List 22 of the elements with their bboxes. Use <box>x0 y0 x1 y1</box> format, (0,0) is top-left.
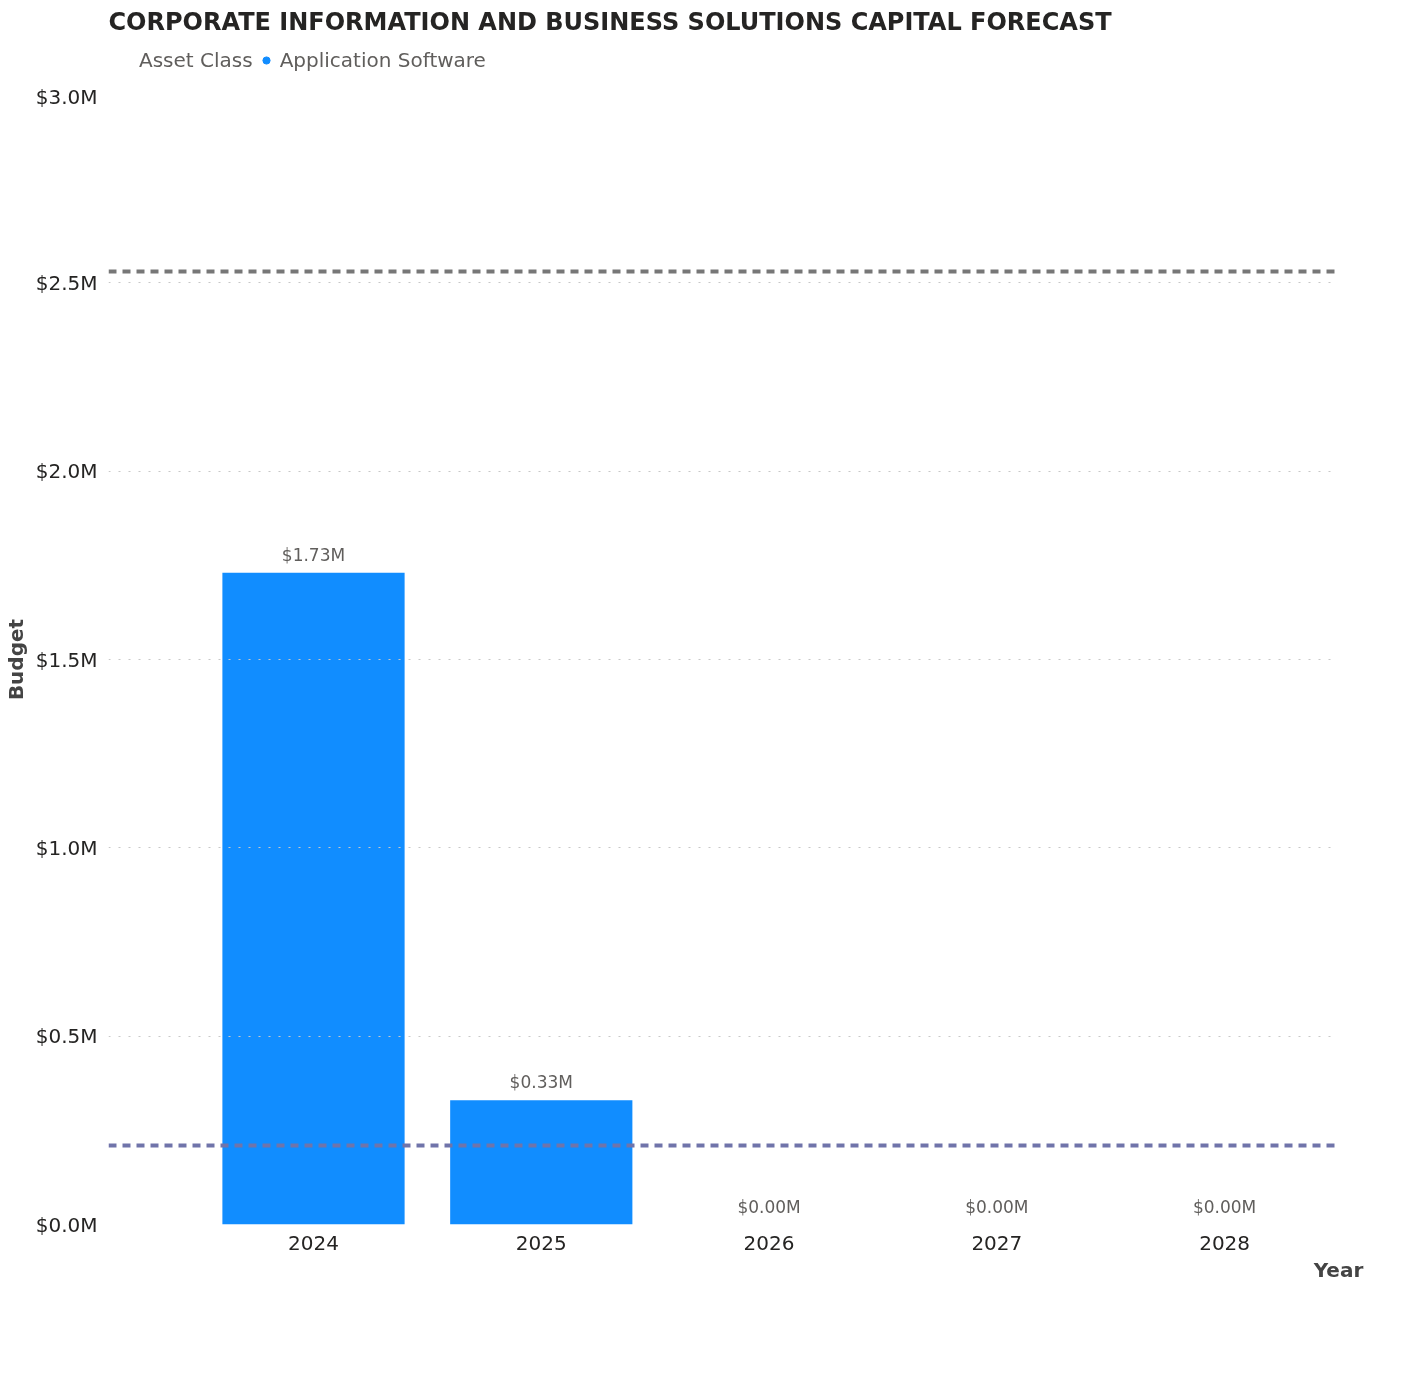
x-tick-label: 2026 <box>743 1230 795 1255</box>
x-tick-label: 2028 <box>1199 1230 1251 1255</box>
y-tick-label: $1.0M <box>35 835 98 860</box>
y-tick-label: $0.0M <box>35 1212 98 1237</box>
data-label: $0.00M <box>737 1196 801 1217</box>
x-tick-label: 2024 <box>288 1230 339 1255</box>
x-tick-label: 2027 <box>971 1230 1023 1255</box>
x-tick-label: 2025 <box>515 1230 567 1255</box>
y-tick-label: $0.5M <box>35 1024 98 1049</box>
x-axis-title: Year <box>1312 1257 1364 1282</box>
y-tick-label: $2.5M <box>35 270 98 295</box>
legend-label: Application Software <box>279 48 486 72</box>
data-label: $0.00M <box>965 1196 1029 1217</box>
y-tick-label: $2.0M <box>35 459 98 484</box>
legend-title: Asset Class <box>139 48 253 72</box>
y-tick-label: $1.5M <box>35 647 98 672</box>
data-label: $0.33M <box>509 1072 573 1093</box>
y-axis-title: Budget <box>3 618 28 701</box>
data-label: $1.73M <box>281 544 346 565</box>
chart-title: CORPORATE INFORMATION AND BUSINESS SOLUTIONS CAPITAL FORECAST <box>108 7 1113 36</box>
data-label: $0.00M <box>1192 1196 1257 1217</box>
y-tick-label: $3.0M <box>35 84 98 109</box>
